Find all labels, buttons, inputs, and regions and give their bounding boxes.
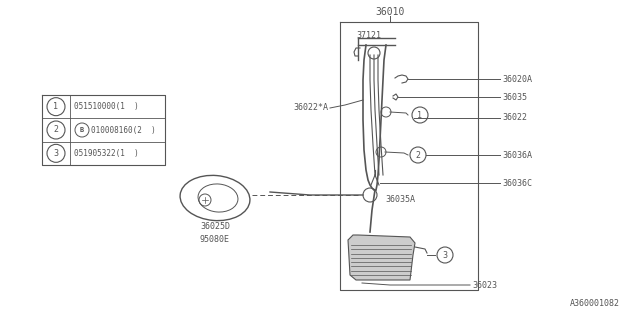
Text: 36035: 36035 [502, 92, 527, 101]
Text: A360001082: A360001082 [570, 299, 620, 308]
Text: 051905322(1  ): 051905322(1 ) [74, 149, 139, 158]
Text: 36022: 36022 [502, 114, 527, 123]
Text: 36036C: 36036C [502, 179, 532, 188]
Text: 36022*A: 36022*A [293, 103, 328, 113]
Text: 37121: 37121 [356, 30, 381, 39]
Text: 010008160(2  ): 010008160(2 ) [91, 125, 156, 134]
Text: 1: 1 [54, 102, 58, 111]
Text: 051510000(1  ): 051510000(1 ) [74, 102, 139, 111]
Text: 2: 2 [54, 125, 58, 134]
Text: 36023: 36023 [472, 281, 497, 290]
Text: 36036A: 36036A [502, 150, 532, 159]
Text: 36020A: 36020A [502, 75, 532, 84]
Text: B: B [80, 127, 84, 133]
Text: 3: 3 [54, 149, 58, 158]
Text: 36035A: 36035A [385, 196, 415, 204]
Text: 36010: 36010 [375, 7, 404, 17]
Polygon shape [348, 235, 415, 280]
Text: 1: 1 [417, 110, 422, 119]
Text: 2: 2 [415, 150, 420, 159]
Text: 36025D: 36025D [200, 222, 230, 231]
Text: 95080E: 95080E [200, 235, 230, 244]
Text: 3: 3 [442, 251, 447, 260]
